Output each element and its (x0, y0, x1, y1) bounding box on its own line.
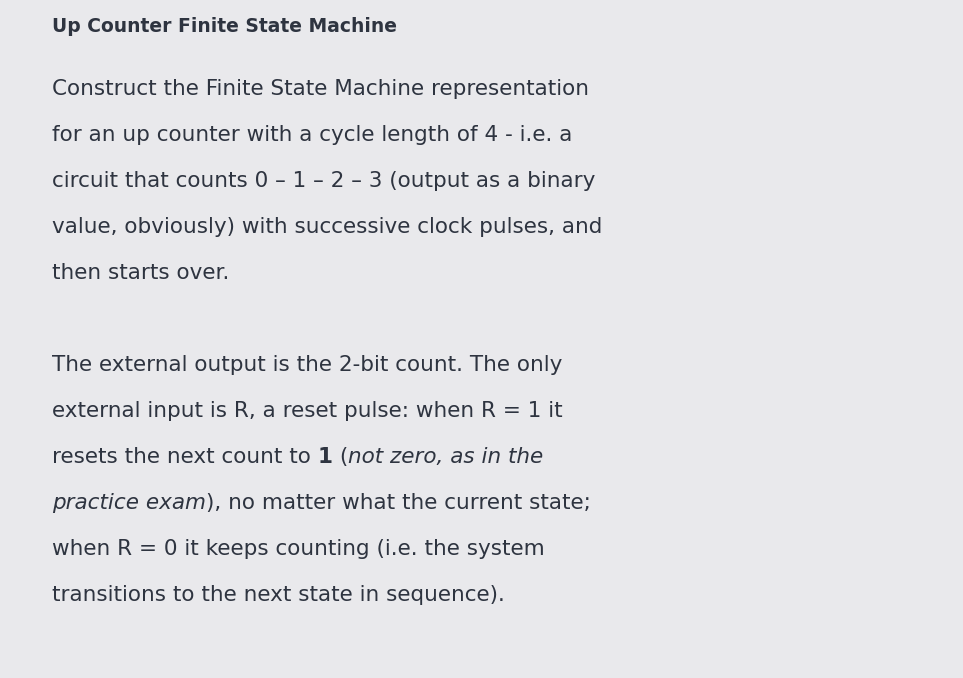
Text: ), no matter what the current state;: ), no matter what the current state; (206, 493, 591, 513)
Text: value, obviously) with successive clock pulses, and: value, obviously) with successive clock … (52, 217, 603, 237)
Text: external input is R, a reset pulse: when R = 1 it: external input is R, a reset pulse: when… (52, 401, 562, 421)
Text: Up Counter Finite State Machine: Up Counter Finite State Machine (52, 17, 397, 36)
Text: practice exam: practice exam (52, 493, 206, 513)
Text: The external output is the 2-bit count. The only: The external output is the 2-bit count. … (52, 355, 562, 375)
Text: transitions to the next state in sequence).: transitions to the next state in sequenc… (52, 585, 505, 605)
Text: for an up counter with a cycle length of 4 - i.e. a: for an up counter with a cycle length of… (52, 125, 572, 145)
Text: (: ( (333, 447, 348, 467)
Text: then starts over.: then starts over. (52, 263, 229, 283)
Text: when R = 0 it keeps counting (i.e. the system: when R = 0 it keeps counting (i.e. the s… (52, 539, 545, 559)
Text: resets the next count to: resets the next count to (52, 447, 318, 467)
Text: circuit that counts 0 – 1 – 2 – 3 (output as a binary: circuit that counts 0 – 1 – 2 – 3 (outpu… (52, 171, 595, 191)
Text: not zero, as in the: not zero, as in the (348, 447, 543, 467)
Text: 1: 1 (318, 447, 333, 467)
Text: Construct the Finite State Machine representation: Construct the Finite State Machine repre… (52, 79, 589, 99)
